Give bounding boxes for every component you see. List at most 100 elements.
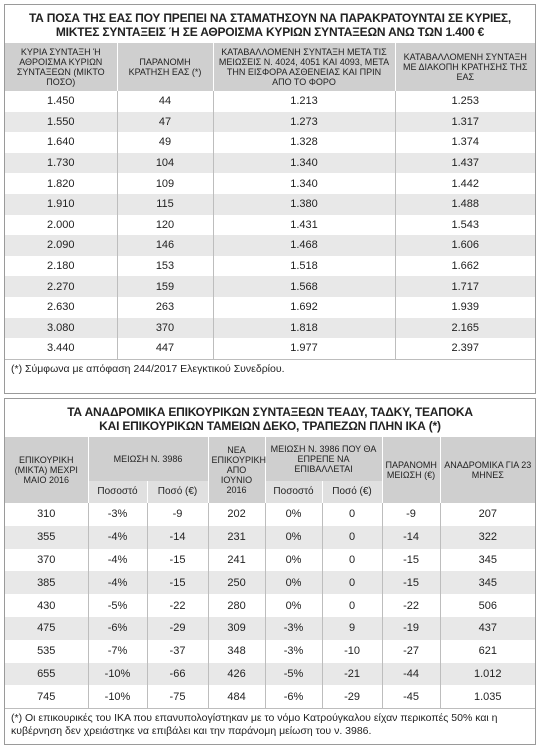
title-line: ΜΙΚΤΕΣ ΣΥΝΤΑΞΕΙΣ Ή ΣΕ ΑΘΡΟΙΣΜΑ ΚΥΡΙΩΝ ΣΥ…: [55, 25, 485, 39]
table-row: 2.090 146 1.468 1.606: [5, 235, 535, 256]
column-header: ΠΑΡΑΝΟΜΗ ΚΡΑΤΗΣΗ ΕΑΣ (*): [116, 43, 213, 91]
table-cell: -4%: [87, 571, 147, 595]
table-cell: -15: [146, 571, 209, 595]
table-cell: 1.437: [394, 152, 535, 174]
table-cell: -14: [381, 525, 441, 549]
table-cell: 1.273: [212, 111, 395, 133]
table-cell: 370: [116, 317, 213, 339]
table-cell: 0: [321, 548, 383, 572]
table-cell: 1.818: [212, 317, 395, 339]
table-cell: 1.431: [212, 214, 395, 236]
table-cell: 1.977: [212, 338, 395, 359]
table-cell: -9: [381, 503, 441, 526]
table-cell: 47: [116, 111, 213, 133]
table-cell: 153: [116, 255, 213, 277]
table-cell: 309: [207, 616, 266, 640]
table-cell: -29: [321, 685, 383, 709]
table-cell: 1.662: [394, 255, 535, 277]
table-cell: 146: [116, 235, 213, 256]
footnote: (*) Οι επικουρικές του ΙΚΑ που επανυπολο…: [5, 708, 535, 741]
table-cell: 475: [5, 616, 88, 640]
table-cell: 1.035: [439, 685, 535, 709]
table-cell: 120: [116, 214, 213, 236]
table-cell: 49: [116, 132, 213, 153]
column-header: ΝΕΑ ΕΠΙΚΟΥΡΙΚΗ ΑΠΟ ΙΟΥΝΙΟ 2016: [207, 437, 266, 503]
table-cell: 0%: [264, 571, 323, 595]
table-row: 3.440 447 1.977 2.397: [5, 338, 535, 359]
table-cell: 2.270: [5, 276, 117, 297]
table-cell: 1.640: [46, 136, 75, 149]
table-cell: 1.340: [212, 152, 395, 174]
table-cell: 9: [321, 616, 383, 640]
table-cell: -4%: [87, 525, 147, 549]
table-cell: 1.442: [394, 173, 535, 194]
table-cell: 1.488: [394, 193, 535, 215]
table-cell: -75: [146, 685, 209, 709]
table-cell: 484: [207, 685, 266, 709]
table-cell: -6%: [264, 685, 323, 709]
table-cell: -66: [146, 662, 209, 686]
table-cell: -3%: [264, 639, 323, 663]
table-cell: -10: [321, 639, 383, 663]
table-cell: 109: [116, 173, 213, 194]
table-cell: 207: [439, 503, 535, 526]
table-row: 370 -4% -15 241 0% 0 -15 345: [5, 548, 535, 572]
table-cell: 1.717: [394, 276, 535, 297]
table-cell: 621: [439, 639, 535, 663]
column-header: ΚΑΤΑΒΑΛΛΟΜΕΝΗ ΣΥΝΤΑΞΗ ΜΕΤΑ ΤΙΣ ΜΕΙΩΣΕΙΣ …: [212, 43, 395, 91]
table-cell: 348: [207, 639, 266, 663]
table-panel: ΤΑ ΠΟΣΑ ΤΗΣ ΕΑΣ ΠΟΥ ΠΡΕΠΕΙ ΝΑ ΣΤΑΜΑΤΗΣΟΥ…: [4, 4, 536, 394]
table-cell: 655: [5, 662, 88, 686]
table-row: 535 -7% -37 348 -3% -10 -27 621: [5, 639, 535, 663]
table-body: 310 -3% -9 202 0% 0 -9 207 355 -4% -14 231 0% 0 -14 322…: [5, 503, 535, 709]
table-cell: 159: [116, 276, 213, 297]
table-cell: 0%: [264, 594, 323, 617]
table-cell: 1.692: [212, 296, 395, 318]
table-row: 475 -6% -29 309 -3% 9 -19 437: [5, 616, 535, 640]
table-cell: 104: [116, 152, 213, 174]
table-cell: 370: [37, 553, 56, 566]
table-row: 655 -10% -66 426 -5% -21 -44 1.012: [5, 662, 535, 686]
table-cell: 0%: [264, 503, 323, 526]
table-cell: -21: [321, 662, 383, 686]
table-cell: -4%: [87, 548, 147, 572]
table: ΕΠΙΚΟΥΡΙΚΗ (ΜΙΚΤΑ) ΜΕΧΡΙ ΜΑΙΟ 2016 ΜΕΙΩΣ…: [5, 437, 535, 709]
table-row: 385 -4% -15 250 0% 0 -15 345: [5, 571, 535, 595]
table-cell: 3.080: [5, 317, 117, 339]
table-cell: -10%: [87, 662, 147, 686]
table-cell: 430: [37, 599, 56, 612]
title-line: ΤΑ ΑΝΑΔΡΟΜΙΚΑ ΕΠΙΚΟΥΡΙΚΩΝ ΣΥΝΤΑΞΕΩΝ ΤΕΑΔ…: [67, 405, 473, 419]
table-panel: ΤΑ ΑΝΑΔΡΟΜΙΚΑ ΕΠΙΚΟΥΡΙΚΩΝ ΣΥΝΤΑΞΕΩΝ ΤΕΑΔ…: [4, 398, 536, 745]
title-line: ΤΑ ΠΟΣΑ ΤΗΣ ΕΑΣ ΠΟΥ ΠΡΕΠΕΙ ΝΑ ΣΤΑΜΑΤΗΣΟΥ…: [28, 11, 512, 25]
table-title: ΤΑ ΠΟΣΑ ΤΗΣ ΕΑΣ ΠΟΥ ΠΡΕΠΕΙ ΝΑ ΣΤΑΜΑΤΗΣΟΥ…: [5, 5, 535, 43]
table-cell: 1.380: [212, 193, 395, 215]
sub-header: Ποσό (€): [321, 481, 383, 503]
table-cell: -10%: [87, 685, 147, 709]
table-row: 2.270 159 1.568 1.717: [5, 276, 535, 297]
table-cell: 263: [116, 296, 213, 318]
group-header: ΜΕΙΩΣΗ Ν. 3986: [87, 437, 209, 481]
table-row: 3.080 370 1.818 2.165: [5, 317, 535, 339]
table-cell: 241: [207, 548, 266, 572]
table-cell: 1.730: [5, 152, 117, 174]
table-cell: -3%: [87, 503, 147, 526]
table-row: 355 -4% -14 231 0% 0 -14 322: [5, 525, 535, 549]
table-cell: -22: [381, 594, 441, 617]
table-row: 1.910 115 1.380 1.488: [5, 193, 535, 215]
footnote: (*) Σύμφωνα με απόφαση 244/2017 Ελεγκτικ…: [5, 358, 535, 379]
table-cell: 0: [321, 525, 383, 549]
table-cell: -14: [146, 525, 209, 549]
column-header: ΚΑΤΑΒΑΛΛΟΜΕΝΗ ΣΥΝΤΑΞΗ ΜΕ ΔΙΑΚΟΠΗ ΚΡΑΤΗΣΗ…: [394, 43, 535, 91]
table-cell: 1.606: [394, 235, 535, 256]
table-cell: -6%: [87, 616, 147, 640]
column-header: ΕΠΙΚΟΥΡΙΚΗ (ΜΙΚΤΑ) ΜΕΧΡΙ ΜΑΙΟ 2016: [5, 437, 88, 503]
table-cell: 115: [116, 193, 213, 215]
table-cell: 2.397: [394, 338, 535, 359]
table-cell: 345: [439, 571, 535, 595]
table-cell: -44: [381, 662, 441, 686]
table-cell: 0: [321, 594, 383, 617]
table-cell: 3.440: [46, 342, 75, 355]
table-row: 745 -10% -75 484 -6% -29 -45 1.035: [5, 685, 535, 709]
table-cell: 1.820: [46, 177, 75, 190]
table-cell: -5%: [87, 594, 147, 617]
